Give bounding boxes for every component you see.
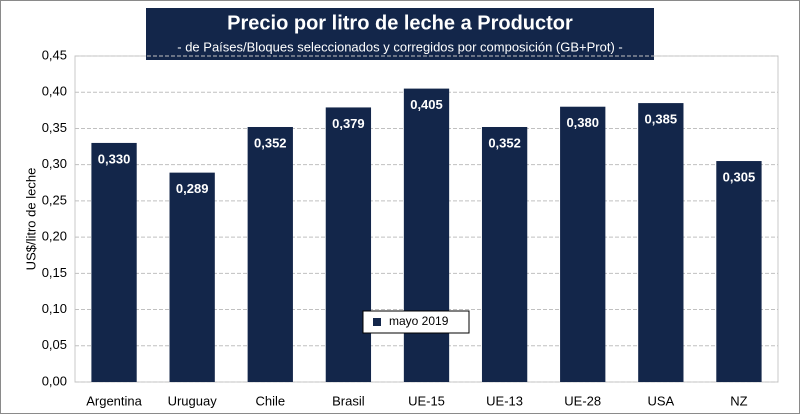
- x-tick-label: Uruguay: [168, 393, 218, 408]
- bar: [716, 161, 762, 382]
- chart-title: Precio por litro de leche a Productor: [227, 12, 573, 34]
- y-axis-label: US$/litro de leche: [23, 168, 38, 271]
- y-tick-label: 0,00: [42, 373, 67, 388]
- data-label: 0,380: [566, 115, 599, 130]
- y-tick-label: 0,45: [42, 47, 67, 62]
- y-tick-label: 0,40: [42, 84, 67, 99]
- y-tick-label: 0,15: [42, 265, 67, 280]
- data-label: 0,352: [488, 135, 521, 150]
- data-label: 0,385: [645, 112, 678, 127]
- data-label: 0,305: [723, 169, 756, 184]
- x-tick-label: UE-28: [564, 393, 601, 408]
- bar: [169, 172, 215, 382]
- x-tick-label: UE-13: [486, 393, 523, 408]
- y-tick-label: 0,20: [42, 229, 67, 244]
- data-label: 0,352: [254, 135, 287, 150]
- y-tick-label: 0,10: [42, 301, 67, 316]
- bar: [560, 106, 606, 382]
- bar: [91, 142, 137, 382]
- data-label: 0,289: [176, 181, 209, 196]
- y-tick-label: 0,30: [42, 156, 67, 171]
- x-tick-label: NZ: [730, 393, 747, 408]
- data-label: 0,379: [332, 116, 365, 131]
- chart-subtitle: - de Países/Bloques seleccionados y corr…: [177, 39, 622, 54]
- data-label: 0,405: [410, 97, 443, 112]
- x-tick-label: Brasil: [332, 393, 365, 408]
- data-label: 0,330: [98, 151, 131, 166]
- x-tick-label: Chile: [255, 393, 285, 408]
- x-tick-label: USA: [647, 393, 674, 408]
- bar: [247, 126, 293, 383]
- legend-swatch: [373, 318, 381, 326]
- bar: [638, 103, 684, 382]
- title-box: [146, 8, 654, 60]
- y-tick-label: 0,25: [42, 192, 67, 207]
- y-tick-label: 0,05: [42, 337, 67, 352]
- bar: [481, 126, 528, 383]
- legend-label: mayo 2019: [389, 314, 449, 328]
- bar: [403, 88, 450, 382]
- y-tick-label: 0,35: [42, 120, 67, 135]
- x-tick-label: Argentina: [86, 393, 142, 408]
- bar: [325, 107, 372, 383]
- x-tick-label: UE-15: [408, 393, 445, 408]
- legend-box: [362, 310, 470, 334]
